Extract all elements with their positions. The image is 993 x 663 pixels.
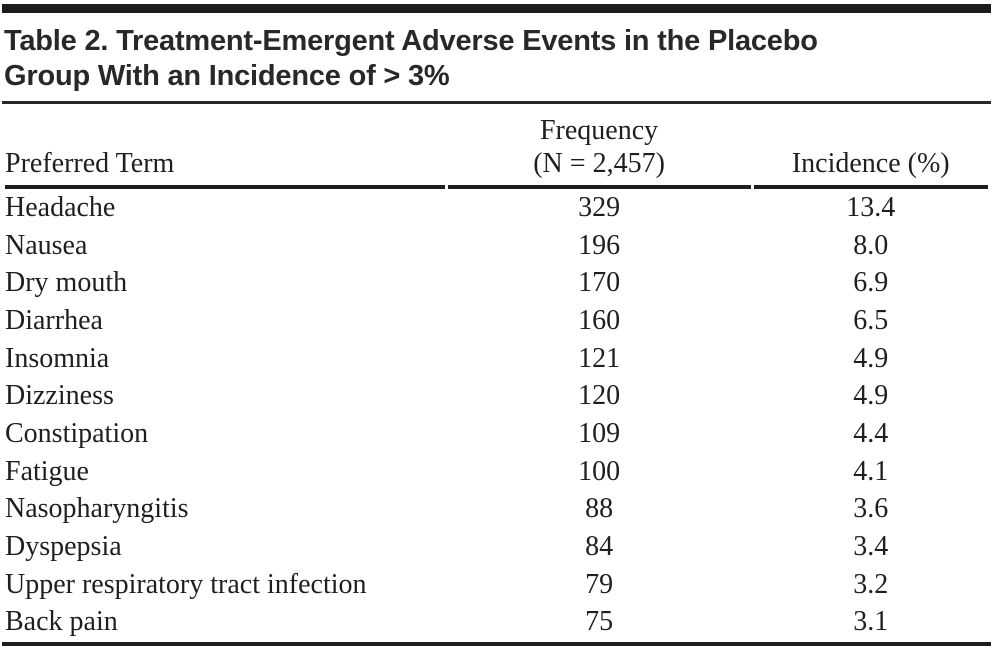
table-body: Headache 329 13.4 Nausea 196 8.0 Dry mouth 170 6… <box>5 189 988 641</box>
cell-term: Upper respiratory tract infection <box>5 568 367 600</box>
table-row: Nausea 196 8.0 <box>5 227 988 265</box>
cell-incidence: 8.0 <box>853 229 889 261</box>
cell-term: Dyspepsia <box>5 531 122 563</box>
top-rule <box>2 4 991 13</box>
cell-incidence: 6.5 <box>853 304 889 336</box>
bottom-rule <box>2 642 991 647</box>
cell-incidence: 3.6 <box>853 493 889 525</box>
table-row: Fatigue 100 4.1 <box>5 453 988 491</box>
cell-term: Back pain <box>5 606 118 638</box>
cell-term: Fatigue <box>5 455 89 487</box>
cell-frequency: 160 <box>578 304 621 336</box>
column-header-incidence: Incidence (%) <box>753 104 988 189</box>
cell-term: Dry mouth <box>5 267 128 299</box>
cell-term: Diarrhea <box>5 304 103 336</box>
paper-table-figure: Table 2. Treatment-Emergent Adverse Even… <box>0 4 993 663</box>
table-row: Insomnia 121 4.9 <box>5 340 988 378</box>
cell-frequency: 196 <box>578 229 621 261</box>
table-row: Upper respiratory tract infection 79 3.2 <box>5 566 988 604</box>
table-header-row: Preferred Term Frequency (N = 2,457) Inc… <box>5 104 988 189</box>
cell-incidence: 3.4 <box>853 531 889 563</box>
cell-frequency: 120 <box>578 380 621 412</box>
table-row: Back pain 75 3.1 <box>5 604 988 642</box>
cell-frequency: 100 <box>578 455 621 487</box>
cell-frequency: 88 <box>585 493 614 525</box>
cell-incidence: 3.2 <box>853 568 889 600</box>
cell-incidence: 6.9 <box>853 267 889 299</box>
cell-incidence: 3.1 <box>853 606 889 638</box>
adverse-events-table: Preferred Term Frequency (N = 2,457) Inc… <box>2 104 991 641</box>
table-row: Nasopharyngitis 88 3.6 <box>5 491 988 529</box>
cell-term: Constipation <box>5 417 149 449</box>
table-row: Headache 329 13.4 <box>5 189 988 227</box>
cell-term: Dizziness <box>5 380 114 412</box>
cell-frequency: 109 <box>578 417 621 449</box>
cell-term: Nausea <box>5 229 88 261</box>
cell-term: Headache <box>5 191 116 223</box>
column-header-frequency: Frequency (N = 2,457) <box>447 104 751 189</box>
title-rule <box>2 101 991 104</box>
cell-frequency: 121 <box>578 342 621 374</box>
table-row: Dry mouth 170 6.9 <box>5 264 988 302</box>
cell-incidence: 4.9 <box>853 342 889 374</box>
table-title: Table 2. Treatment-Emergent Adverse Even… <box>4 25 818 92</box>
table-row: Diarrhea 160 6.5 <box>5 302 988 340</box>
cell-incidence: 4.4 <box>853 417 889 449</box>
cell-frequency: 170 <box>578 267 621 299</box>
cell-incidence: 4.1 <box>853 455 889 487</box>
cell-term: Insomnia <box>5 342 110 374</box>
column-header-preferred-term: Preferred Term <box>5 104 445 189</box>
table-row: Constipation 109 4.4 <box>5 415 988 453</box>
table-row: Dizziness 120 4.9 <box>5 377 988 415</box>
cell-term: Nasopharyngitis <box>5 493 189 525</box>
cell-frequency: 84 <box>585 531 614 563</box>
cell-incidence: 13.4 <box>846 191 896 223</box>
table-row: Dyspepsia 84 3.4 <box>5 528 988 566</box>
cell-frequency: 79 <box>585 568 614 600</box>
cell-frequency: 75 <box>585 606 614 638</box>
cell-incidence: 4.9 <box>853 380 889 412</box>
cell-frequency: 329 <box>578 191 621 223</box>
